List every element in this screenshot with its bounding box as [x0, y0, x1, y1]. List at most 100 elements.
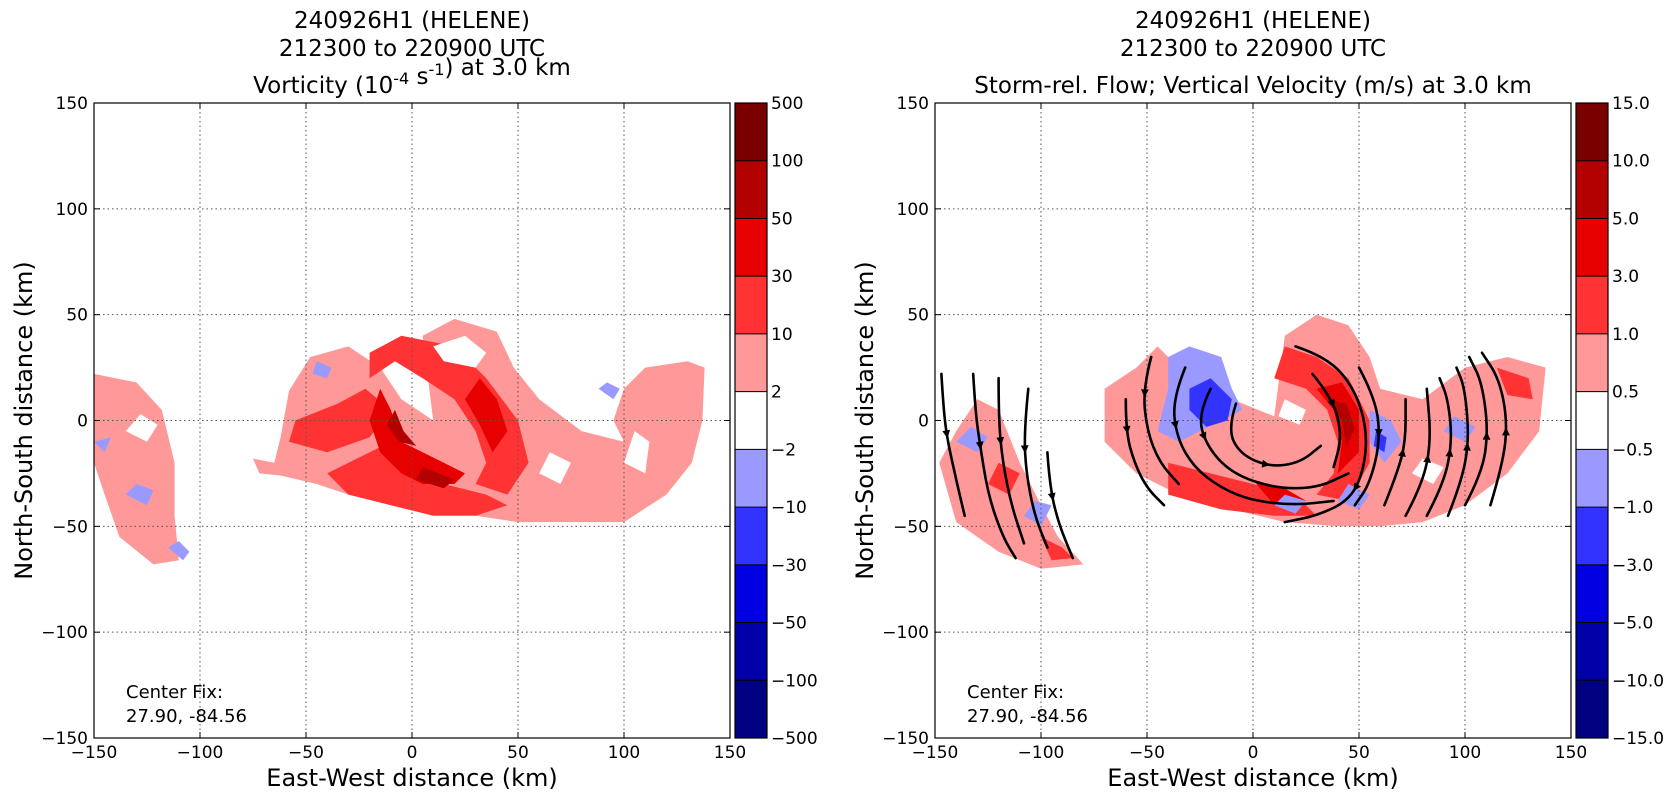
colorbar-swatch: [735, 564, 767, 624]
chart-title-line-1: 240926H1 (HELENE): [294, 8, 530, 34]
colorbar-tick-label: −1.0: [1612, 498, 1653, 518]
y-tick-label: −150: [41, 729, 88, 749]
x-axis-label: East-West distance (km): [266, 764, 557, 792]
colorbar-swatch: [735, 218, 767, 277]
colorbar: 500 100 50 30 10 2 −2 −10 −30 −50 −100 −500: [734, 94, 818, 749]
colorbar-tick-label: 30: [771, 267, 793, 287]
streamline: [1046, 451, 1075, 560]
y-tick-label: 100: [56, 200, 88, 220]
streamline-arrow: [1020, 445, 1029, 454]
contour-region: [433, 335, 487, 368]
colorbar-swatch: [1576, 622, 1608, 681]
contour-region: [1316, 382, 1359, 474]
y-tick-label: 0: [918, 412, 929, 432]
streamline: [997, 376, 1026, 545]
colorbar-swatch: [1576, 333, 1608, 393]
colorbar-tick-label: 2: [771, 383, 782, 403]
colorbar-tick-label: −5.0: [1612, 614, 1653, 634]
streamline: [1199, 387, 1350, 490]
streamline: [1383, 398, 1407, 507]
x-tick-label: −100: [1018, 743, 1065, 763]
colorbar: 15.0 10.0 5.0 3.0 1.0 0.5 −0.5 −1.0 −3.0 −5.0 −10.…: [1575, 94, 1664, 749]
y-tick-label: −50: [893, 517, 929, 537]
contour-region: [1024, 500, 1052, 527]
x-tick-label: 150: [714, 743, 746, 763]
colorbar-tick-label: −2: [771, 440, 796, 460]
contour-region: [125, 414, 158, 442]
colorbar-swatch: [1576, 680, 1608, 739]
colorbar-swatch: [735, 333, 767, 393]
contour-region: [1278, 399, 1306, 425]
streamline: [1353, 366, 1380, 507]
y-tick-label: −100: [882, 623, 929, 643]
contour-fill-group: [939, 314, 1546, 569]
streamline: [1404, 387, 1431, 518]
colorbar-tick-label: 10: [771, 325, 793, 345]
streamline-arrow: [1463, 442, 1471, 451]
contour-region: [598, 382, 620, 400]
colorbar-tick-label: 5.0: [1612, 209, 1639, 229]
title-span: ) at 3.0 km: [444, 55, 570, 81]
streamline: [1143, 355, 1181, 486]
colorbar-tick-label: −500: [771, 729, 818, 749]
streamline: [971, 372, 1017, 560]
contour-fill-group: [94, 318, 705, 565]
colorbar-tick-label: −15.0: [1612, 729, 1664, 749]
streamline: [1172, 366, 1335, 506]
colorbar-swatch: [1576, 276, 1608, 335]
y-tick-label: −150: [882, 729, 929, 749]
center-fix-value: 27.90, -84.56: [967, 706, 1088, 727]
streamline-arrow: [1261, 459, 1271, 468]
contour-region: [125, 484, 154, 506]
contour-region: [416, 467, 455, 489]
colorbar-tick-label: 100: [771, 152, 803, 172]
colorbar-tick-label: −50: [771, 614, 807, 634]
streamline: [1311, 372, 1342, 469]
colorbar-tick-label: 0.5: [1612, 383, 1639, 403]
colorbar-tick-label: −30: [771, 556, 807, 576]
colorbar-tick-label: 1.0: [1612, 325, 1639, 345]
streamline-arrow: [1482, 431, 1491, 440]
x-tick-label: 100: [608, 743, 640, 763]
chart-title-line-2: 212300 to 220900 UTC: [1120, 36, 1386, 62]
streamline: [1425, 376, 1453, 518]
x-tick-label: −50: [288, 743, 324, 763]
colorbar-swatch: [1576, 507, 1608, 566]
colorbar-swatch: [735, 507, 767, 566]
streamline: [1446, 366, 1470, 518]
colorbar-tick-label: 10.0: [1612, 152, 1650, 172]
streamline-arrow: [975, 441, 984, 450]
y-axis-label: North-South distance (km): [851, 261, 879, 580]
contour-region: [624, 431, 650, 474]
contour-region: [386, 409, 417, 446]
streamline: [1023, 387, 1049, 549]
x-tick-label: 50: [1348, 743, 1370, 763]
streamline: [1463, 355, 1488, 507]
streamline-arrow: [942, 429, 951, 439]
streamline: [1283, 345, 1368, 524]
contour-region: [1327, 399, 1355, 446]
contour-region: [1496, 367, 1533, 400]
colorbar-tick-label: 3.0: [1612, 267, 1639, 287]
colorbar-tick-label: 15.0: [1612, 94, 1650, 114]
x-axis-label: East-West distance (km): [1107, 764, 1398, 792]
colorbar-frame: [734, 102, 768, 739]
colorbar-tick-label: −10: [771, 498, 807, 518]
contour-region: [1189, 378, 1232, 427]
streamline-arrow: [1170, 420, 1179, 430]
streamline: [1229, 402, 1323, 467]
y-tick-label: 50: [66, 306, 88, 326]
chart-title-line-3: Vorticity (10-4 s-1) at 3.0 km: [253, 55, 571, 99]
contour-region: [1412, 458, 1444, 484]
colorbar-swatch: [735, 103, 767, 162]
x-tick-label: 100: [1449, 743, 1481, 763]
streamline-arrow: [1047, 492, 1056, 502]
colorbar-swatch: [735, 449, 767, 508]
contour-region: [168, 541, 190, 561]
streamline-arrow: [996, 436, 1005, 446]
streamline-arrow: [1353, 482, 1362, 492]
colorbar-swatch: [1576, 103, 1608, 162]
chart-title-line-2: 212300 to 220900 UTC: [279, 36, 545, 62]
streamline-arrow: [1327, 398, 1335, 408]
